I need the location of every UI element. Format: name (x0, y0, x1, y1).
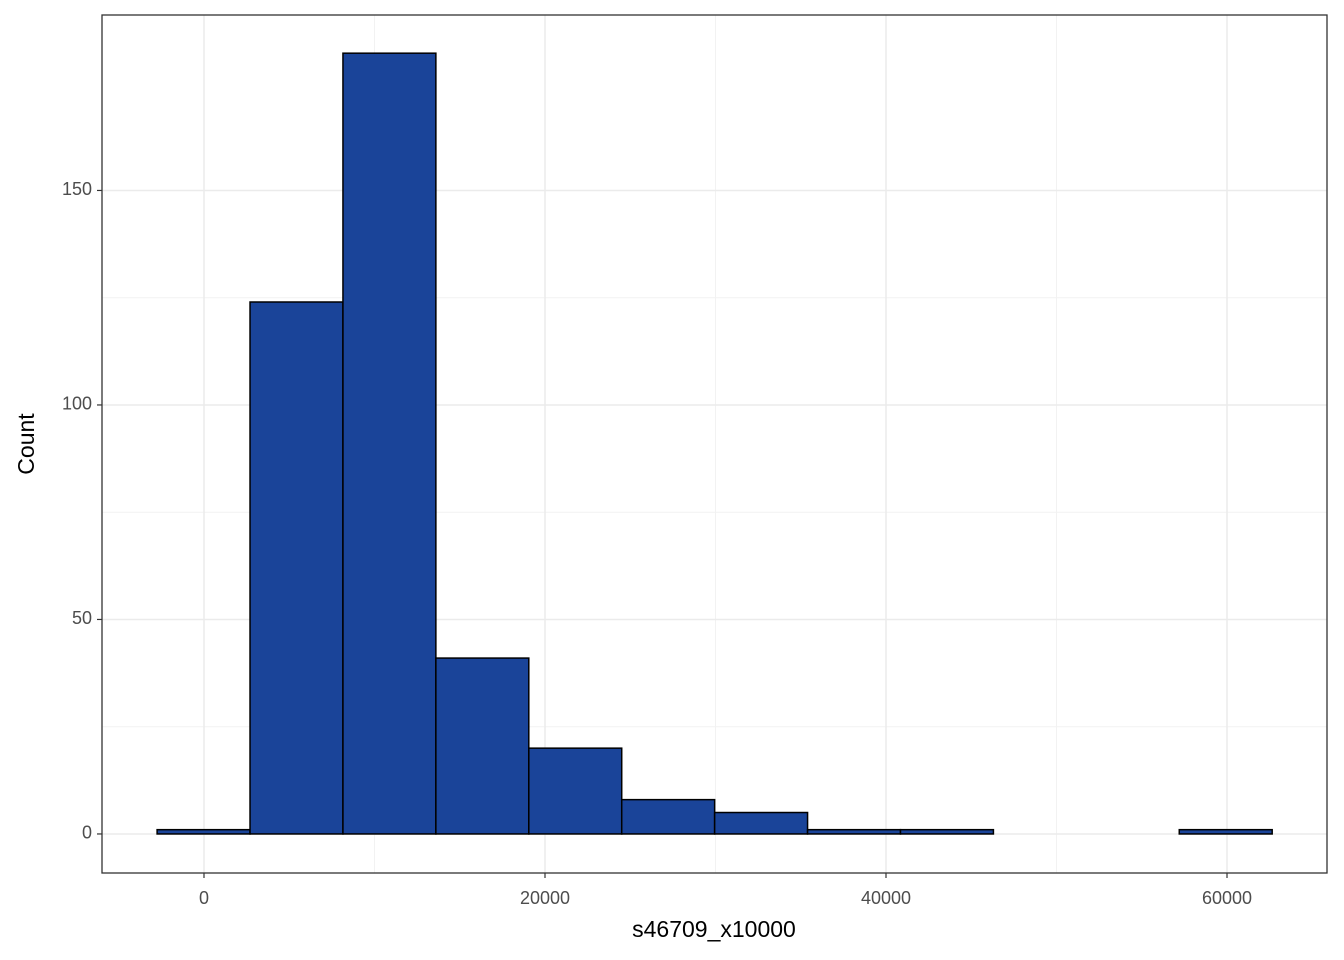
x-tick-label: 60000 (1202, 888, 1252, 908)
y-axis-title: Count (13, 413, 39, 475)
x-tick-label: 40000 (861, 888, 911, 908)
bar (528, 747, 623, 835)
panel-border (101, 14, 1328, 874)
x-tick-label: 0 (199, 888, 209, 908)
bar (899, 828, 995, 835)
y-tick-label: 0 (82, 823, 92, 843)
bar (156, 828, 251, 835)
bar (713, 811, 809, 835)
y-tick-label: 150 (62, 179, 92, 199)
bar (342, 52, 437, 835)
y-tick-label: 100 (62, 394, 92, 414)
bar (806, 828, 902, 835)
bar (620, 798, 716, 835)
x-tick-label: 20000 (520, 888, 570, 908)
bar (249, 301, 344, 835)
x-axis-title: s46709_x10000 (632, 916, 796, 942)
bar (435, 657, 530, 835)
bar (1178, 828, 1273, 835)
y-tick-label: 50 (72, 608, 92, 628)
